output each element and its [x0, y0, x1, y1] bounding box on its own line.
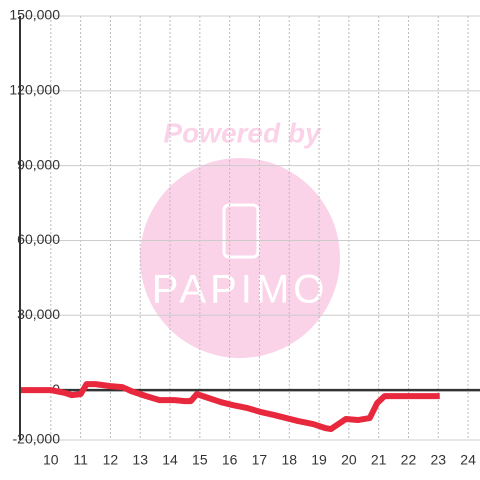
x-tick-label: 17 — [252, 452, 268, 468]
x-tick-label: 15 — [192, 452, 208, 468]
x-tick-label: 22 — [401, 452, 417, 468]
x-tick-label: 23 — [430, 452, 446, 468]
y-tick-label: 60,000 — [17, 231, 60, 247]
x-tick-label: 21 — [371, 452, 387, 468]
watermark-icon — [222, 203, 260, 259]
x-tick-label: 16 — [222, 452, 238, 468]
x-tick-label: 10 — [43, 452, 59, 468]
x-tick-label: 14 — [162, 452, 178, 468]
y-tick-label: 150,000 — [9, 7, 60, 23]
y-tick-label: -20,000 — [13, 431, 61, 447]
x-tick-label: 18 — [281, 452, 297, 468]
y-tick-label: 30,000 — [17, 306, 60, 322]
x-tick-label: 20 — [341, 452, 357, 468]
watermark-text: Powered by — [163, 117, 322, 148]
x-tick-label: 11 — [73, 452, 88, 468]
watermark-logo: PAPIMO — [152, 268, 329, 312]
data-line — [21, 381, 440, 433]
y-tick-label: 90,000 — [17, 156, 60, 172]
x-tick-label: 24 — [460, 452, 476, 468]
x-tick-label: 12 — [103, 452, 119, 468]
watermark: Powered by PAPIMO — [140, 117, 340, 358]
y-tick-label: 120,000 — [9, 82, 60, 98]
x-tick-label: 13 — [132, 452, 148, 468]
x-tick-label: 19 — [311, 452, 327, 468]
